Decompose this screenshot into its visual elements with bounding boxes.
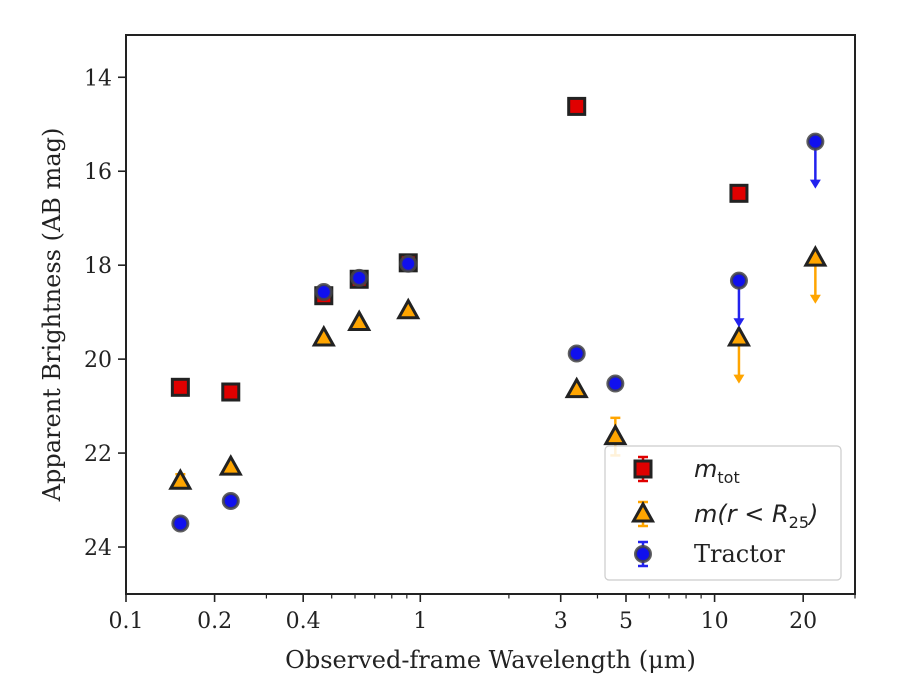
x-tick-label: 1 <box>413 609 427 634</box>
marker-triangle <box>396 297 421 320</box>
data-point <box>171 514 190 533</box>
y-tick-label: 24 <box>84 536 112 561</box>
marker-triangle <box>564 376 589 399</box>
x-tick-label: 20 <box>789 609 817 634</box>
legend: mtot m(r < R25) Tractor <box>604 445 842 581</box>
marker-circle <box>806 132 825 151</box>
legend-marker <box>630 500 656 523</box>
data-point <box>803 245 828 304</box>
data-point <box>726 324 752 384</box>
limit-arrow-head <box>809 179 821 189</box>
marker-triangle <box>218 454 243 476</box>
x-tick-label: 0.1 <box>109 609 144 634</box>
legend-entry: m(r < R25) <box>630 500 818 532</box>
legend-label-end: ) <box>807 500 818 528</box>
x-tick-label: 3 <box>554 609 568 634</box>
data-point <box>311 324 336 347</box>
data-point <box>567 96 587 116</box>
x-tick-label: 5 <box>619 609 633 634</box>
data-point <box>396 297 421 320</box>
legend-label: mtot <box>694 455 740 487</box>
marker-circle <box>350 268 369 287</box>
series-0 <box>170 96 749 402</box>
marker-circle <box>314 282 333 301</box>
legend-label-main: m(r < R <box>694 500 789 528</box>
plot-frame <box>125 34 856 595</box>
data-point <box>221 382 241 402</box>
x-axis-label: Observed-frame Wavelength (μm) <box>285 646 696 674</box>
data-point <box>399 254 418 273</box>
marker-circle <box>729 271 748 290</box>
data-point <box>606 374 625 393</box>
legend-label: m(r < R25) <box>694 500 818 532</box>
legend-label-sub: tot <box>717 468 739 487</box>
legend-entry: Tractor <box>634 540 785 568</box>
marker-triangle <box>803 245 828 267</box>
marker-circle <box>221 491 240 510</box>
y-tick-label: 18 <box>84 254 112 279</box>
legend-marker <box>633 459 653 479</box>
marker-square <box>567 96 587 116</box>
data-point <box>806 132 825 189</box>
data-point <box>567 344 586 363</box>
legend-label-main: m <box>694 455 717 483</box>
data-point <box>314 282 333 301</box>
x-tick-label: 0.4 <box>286 609 321 634</box>
data-point <box>347 309 372 331</box>
data-point <box>168 468 193 490</box>
limit-arrow-head <box>809 294 821 304</box>
marker-circle <box>399 254 418 273</box>
limit-arrow-head <box>733 374 745 384</box>
series-2 <box>171 132 825 533</box>
marker-triangle <box>347 309 372 331</box>
marker-circle <box>606 374 625 393</box>
data-point <box>218 454 243 476</box>
legend-label: Tractor <box>694 540 785 568</box>
y-tick-label: 22 <box>84 442 112 467</box>
data-point <box>170 377 190 397</box>
limit-arrow-head <box>733 318 745 328</box>
legend-marker <box>634 545 652 563</box>
data-point <box>564 376 589 399</box>
legend-entry: mtot <box>633 455 740 487</box>
data-point <box>350 268 369 287</box>
points-layer <box>168 96 828 533</box>
y-axis-label: Apparent Brightness (AB mag) <box>38 128 66 503</box>
x-tick-label: 0.2 <box>197 609 232 634</box>
data-point <box>221 491 240 510</box>
y-tick-label: 14 <box>84 66 112 91</box>
data-point <box>729 183 749 203</box>
marker-triangle <box>726 324 752 347</box>
legend-label-sub: 25 <box>789 513 809 532</box>
marker-circle <box>171 514 190 533</box>
marker-square <box>170 377 190 397</box>
marker-triangle <box>311 324 336 347</box>
marker-triangle <box>603 423 628 446</box>
legend-box <box>604 445 842 581</box>
x-tick-label: 10 <box>701 609 729 634</box>
marker-triangle <box>168 468 193 490</box>
marker-circle <box>567 344 586 363</box>
ticks-layer: 0.1 0.2 0.4 1 3 5 10 20 14 16 18 20 22 24 <box>84 66 856 634</box>
marker-square <box>221 382 241 402</box>
marker-square <box>729 183 749 203</box>
legend-label-main: Tractor <box>694 540 785 568</box>
y-tick-label: 16 <box>84 160 112 185</box>
data-point <box>729 271 748 328</box>
y-tick-label: 20 <box>84 348 112 373</box>
